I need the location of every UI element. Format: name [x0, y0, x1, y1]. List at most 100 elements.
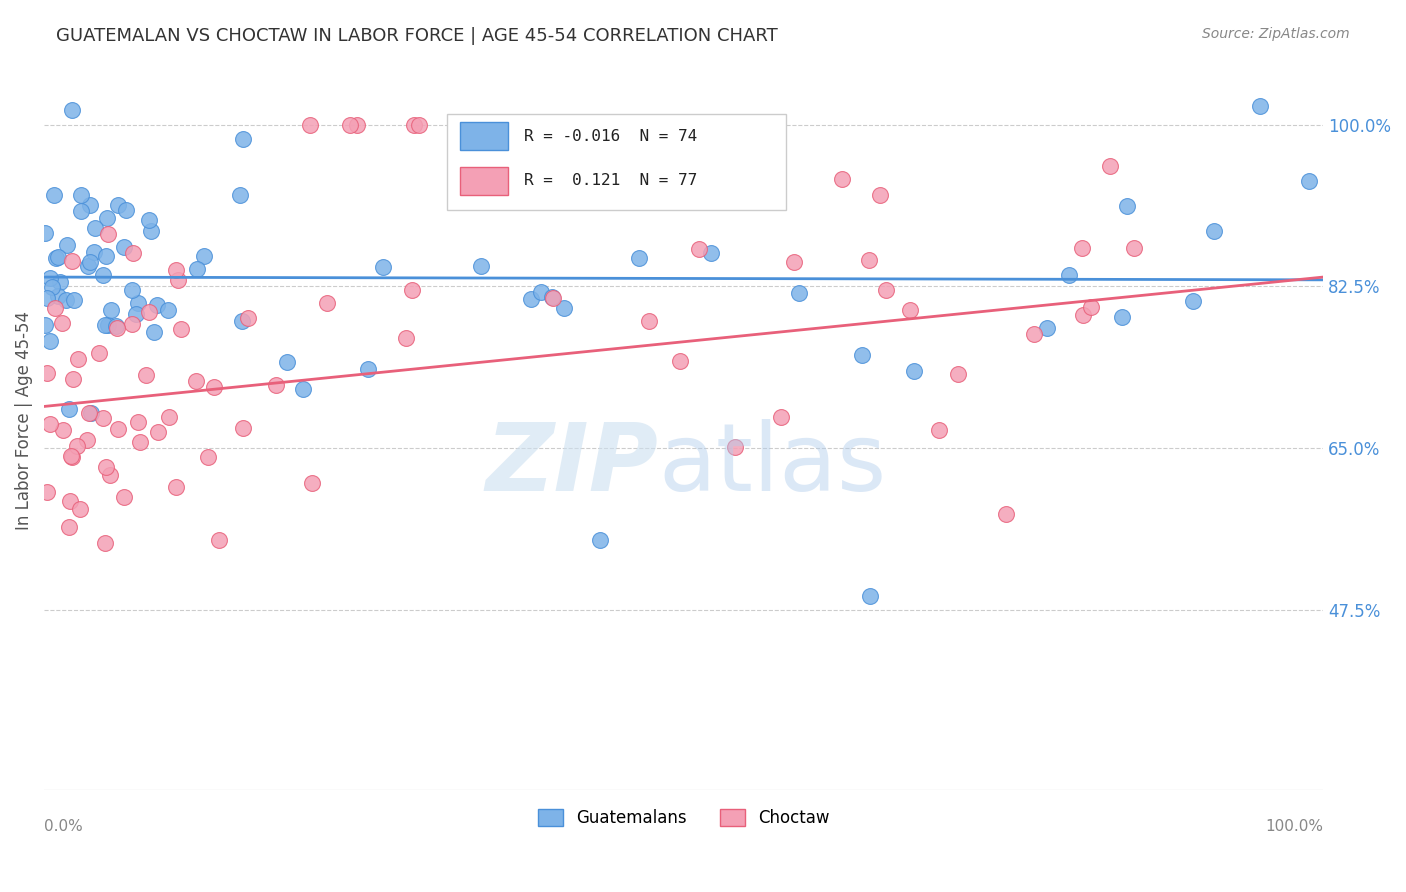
Point: [900, 303, 922, 318]
Point: [89, 346, 111, 360]
Point: [83, 221, 105, 235]
Point: [184, 374, 207, 388]
Point: [1202, 224, 1225, 238]
Text: Source: ZipAtlas.com: Source: ZipAtlas.com: [1202, 27, 1350, 41]
Point: [301, 476, 323, 491]
Point: [98, 468, 121, 483]
Point: [146, 425, 169, 440]
Point: [107, 422, 129, 436]
Point: [121, 283, 143, 297]
Point: [76, 433, 98, 447]
Point: [138, 212, 160, 227]
Point: [1098, 159, 1121, 173]
Point: [107, 198, 129, 212]
Point: [298, 118, 321, 132]
Point: [112, 240, 135, 254]
Point: [700, 246, 723, 260]
Point: [59, 493, 82, 508]
Point: [232, 132, 254, 146]
Point: [69, 204, 91, 219]
Point: [208, 533, 231, 548]
Point: [1249, 99, 1271, 113]
Point: [37, 484, 59, 499]
Point: [1181, 294, 1204, 309]
Point: [121, 317, 143, 331]
Point: [129, 435, 152, 450]
Point: [135, 368, 157, 382]
Point: [395, 331, 418, 345]
Point: [83, 244, 105, 259]
Point: [229, 187, 252, 202]
Point: [669, 354, 692, 368]
Point: [346, 118, 368, 132]
Point: [141, 224, 163, 238]
Point: [56, 237, 79, 252]
Point: [688, 242, 710, 256]
Point: [619, 185, 641, 199]
Point: [55, 293, 77, 308]
Point: [59, 449, 82, 463]
Point: [903, 364, 925, 378]
Point: [58, 402, 80, 417]
Point: [60, 450, 83, 464]
Point: [769, 410, 792, 425]
Point: [39, 334, 62, 348]
Point: [1057, 268, 1080, 282]
Point: [339, 118, 361, 132]
FancyBboxPatch shape: [447, 113, 786, 210]
Point: [530, 285, 553, 300]
Point: [541, 290, 564, 304]
Point: [49, 275, 72, 289]
Point: [948, 368, 970, 382]
Point: [96, 211, 118, 226]
Point: [37, 291, 59, 305]
Text: atlas: atlas: [658, 418, 886, 510]
Point: [783, 255, 806, 269]
Point: [724, 440, 747, 454]
Point: [44, 301, 66, 316]
Point: [553, 301, 575, 315]
Point: [291, 382, 314, 396]
Point: [67, 352, 90, 367]
Point: [628, 251, 651, 265]
Point: [357, 361, 380, 376]
Point: [138, 305, 160, 319]
Point: [115, 202, 138, 217]
Point: [1071, 308, 1094, 322]
Point: [1070, 241, 1092, 255]
Point: [408, 118, 430, 132]
Point: [831, 172, 853, 186]
Point: [80, 405, 103, 419]
Point: [638, 314, 661, 328]
Point: [186, 261, 208, 276]
Point: [166, 273, 188, 287]
Point: [77, 406, 100, 420]
Point: [478, 118, 501, 132]
Point: [91, 411, 114, 425]
Point: [51, 316, 73, 330]
Point: [34, 226, 56, 240]
Point: [79, 255, 101, 269]
Point: [276, 355, 298, 369]
Point: [79, 198, 101, 212]
Point: [42, 188, 65, 202]
Point: [1024, 327, 1046, 342]
Point: [232, 421, 254, 435]
Point: [1122, 240, 1144, 254]
Point: [859, 589, 882, 603]
Point: [112, 490, 135, 504]
Point: [231, 314, 253, 328]
Point: [97, 318, 120, 333]
Point: [77, 259, 100, 273]
Point: [470, 259, 492, 273]
Point: [193, 249, 215, 263]
Point: [588, 533, 610, 548]
Point: [869, 188, 891, 202]
Point: [94, 536, 117, 550]
Point: [62, 371, 84, 385]
Point: [787, 285, 810, 300]
Point: [316, 296, 339, 310]
Point: [1036, 321, 1059, 335]
FancyBboxPatch shape: [460, 167, 509, 194]
Point: [1116, 199, 1139, 213]
